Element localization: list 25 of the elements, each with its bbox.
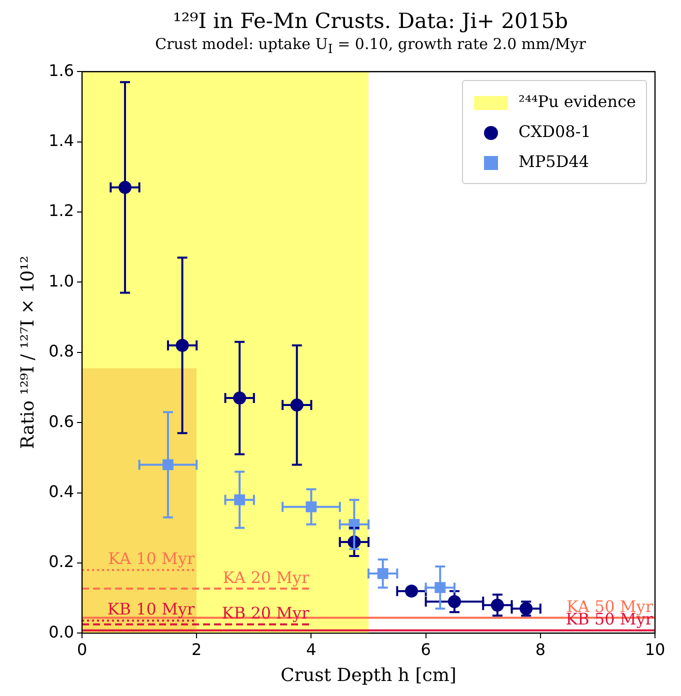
chart-subtitle: Crust model: uptake U$_{I}$ = 0.10, growth rate 2.0 mm/Myr	[154, 34, 587, 58]
x-tick-label: 8	[535, 640, 546, 659]
chart-title: ¹²⁹I in Fe-Mn Crusts. Data: Ji+ 2015b	[172, 8, 570, 34]
series-label: KA 20 Myr	[222, 568, 310, 587]
x-tick-label: 4	[306, 640, 316, 659]
y-tick-label: 0.8	[48, 342, 74, 361]
y-tick-label: 1.2	[48, 201, 74, 220]
y-tick-label: 1.6	[48, 60, 74, 80]
legend-label: MP5D44	[518, 152, 590, 172]
y-tick-label: 1.4	[48, 130, 74, 150]
y-tick-label: 1.0	[48, 271, 74, 290]
y-tick-label: 0.2	[48, 552, 74, 572]
y-axis-title: Ratio ¹²⁹I / ¹²⁷I × 10¹²	[17, 256, 38, 449]
x-axis-title: Crust Depth h [cm]	[280, 664, 456, 686]
x-tick-label: 0	[76, 640, 88, 659]
y-tick-label: 0.0	[48, 622, 74, 642]
x-tick-label: 6	[420, 640, 431, 659]
x-tick-label: 2	[192, 640, 202, 659]
y-tick-label: 0.6	[48, 412, 74, 431]
legend-label: CXD08-1	[518, 122, 591, 142]
legend-label: ²⁴⁴Pu evidence	[518, 92, 636, 112]
x-tick-label: 10	[644, 640, 666, 659]
series-label: KA 10 Myr	[108, 549, 195, 568]
series-label: KB 10 Myr	[107, 600, 195, 619]
y-tick-label: 0.4	[48, 482, 74, 501]
